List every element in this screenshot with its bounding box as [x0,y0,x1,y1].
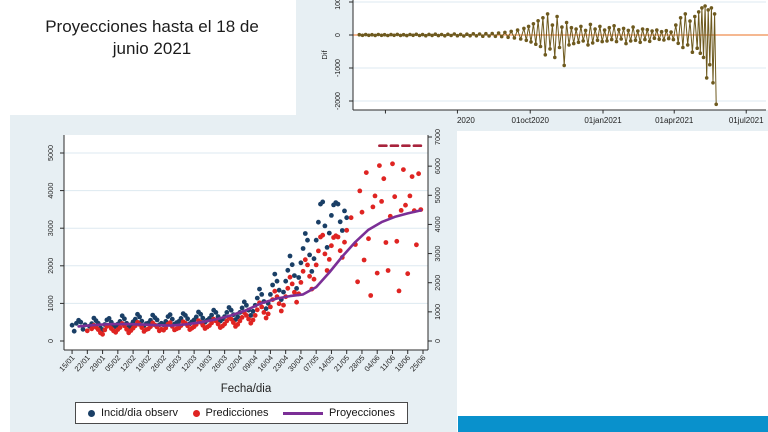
residuals-y-tick-labels: 1000 0 -1000 -2000 [335,0,353,110]
svg-text:1000: 1000 [335,0,342,10]
residuals-y-axis-title: Dif [320,50,329,60]
series-predictions [84,161,424,337]
legend-item-observed: Incid/dia observ [88,407,178,419]
svg-text:25/06: 25/06 [408,353,427,373]
svg-text:26/03: 26/03 [210,353,229,373]
left-y-tick-labels: 0 1000 2000 3000 4000 5000 [46,145,64,343]
svg-text:12/03: 12/03 [179,353,198,373]
svg-text:4000: 4000 [46,183,55,199]
legend-item-projections: Proyecciones [282,407,395,419]
svg-text:2000: 2000 [433,275,442,291]
svg-text:28/05: 28/05 [347,353,366,373]
svg-text:01jul2021: 01jul2021 [729,116,764,125]
svg-text:02/04: 02/04 [225,353,244,373]
svg-text:2000: 2000 [46,258,55,274]
legend-label-projections: Proyecciones [328,407,395,419]
x-axis-title: Fecha/dia [221,383,272,395]
svg-text:4000: 4000 [433,216,442,232]
svg-text:5000: 5000 [433,187,442,203]
svg-text:05/03: 05/03 [164,353,183,373]
right-y-tick-labels: 0 1000 2000 3000 4000 5000 6000 7000 [428,129,442,343]
legend-label-observed: Incid/dia observ [101,407,179,419]
svg-text:5000: 5000 [46,145,55,161]
svg-text:11/06: 11/06 [378,353,397,373]
svg-text:19/02: 19/02 [134,353,153,373]
svg-text:09/04: 09/04 [240,353,259,373]
residuals-chart-panel: 10000-1000-2000Dif01apr202001jul202001oc… [296,0,768,131]
svg-text:21/05: 21/05 [332,353,351,373]
svg-text:15/01: 15/01 [57,353,76,373]
svg-text:23/04: 23/04 [271,353,290,373]
svg-text:19/03: 19/03 [195,353,214,373]
slide-title-line2: junio 2021 [112,39,192,59]
svg-text:0: 0 [46,339,55,343]
svg-text:26/02: 26/02 [149,353,168,373]
svg-text:12/02: 12/02 [118,353,137,373]
svg-text:1000: 1000 [46,295,55,311]
svg-text:01jan2021: 01jan2021 [584,116,622,125]
svg-text:30/04: 30/04 [286,353,305,373]
projections-line-swatch [282,411,323,415]
residuals-gridlines [353,1,766,102]
svg-text:04/06: 04/06 [362,353,381,373]
svg-text:6000: 6000 [433,158,442,174]
svg-text:0: 0 [335,33,342,37]
series-projections [77,209,423,328]
svg-text:14/05: 14/05 [317,353,336,373]
bottom-accent-bar [458,416,768,432]
legend-item-predictions: Predicciones [192,407,269,419]
svg-text:01jul2020: 01jul2020 [440,116,475,125]
legend-label-predictions: Predicciones [205,407,269,419]
x-tick-labels: 15/0122/0129/0105/0212/0219/0226/0205/03… [57,350,427,373]
svg-text:3000: 3000 [433,246,442,262]
svg-text:1000: 1000 [433,304,442,320]
predictions-dot-swatch [192,409,200,417]
svg-text:29/01: 29/01 [88,353,107,373]
svg-text:0: 0 [433,339,442,343]
svg-text:05/02: 05/02 [103,353,122,373]
svg-text:-2000: -2000 [335,92,342,110]
svg-text:3000: 3000 [46,220,55,236]
chart-legend: Incid/dia observ Predicciones Proyeccion… [75,402,408,424]
projections-chart: 0 1000 2000 3000 4000 5000 0 1000 2000 3000 4000 50… [46,129,442,395]
svg-text:01oct2020: 01oct2020 [512,116,550,125]
observed-dot-swatch [88,409,95,417]
slide-title: Proyecciones hasta el 18 de junio 2021 [30,16,274,61]
slide-title-line1: Proyecciones hasta el 18 de [45,17,259,36]
svg-text:07/05: 07/05 [301,353,320,373]
svg-text:18/06: 18/06 [393,353,412,373]
svg-text:-1000: -1000 [335,59,342,77]
svg-text:01apr2021: 01apr2021 [655,116,694,125]
svg-text:7000: 7000 [433,129,442,145]
svg-text:16/04: 16/04 [256,353,275,373]
projections-chart-panel: 0 1000 2000 3000 4000 5000 0 1000 2000 3000 4000 50… [10,115,457,432]
residual-series-markers [357,4,718,107]
svg-text:22/01: 22/01 [73,353,92,373]
projections-gridlines [64,152,428,304]
residuals-chart: 10000-1000-2000Dif01apr202001jul202001oc… [320,0,768,125]
